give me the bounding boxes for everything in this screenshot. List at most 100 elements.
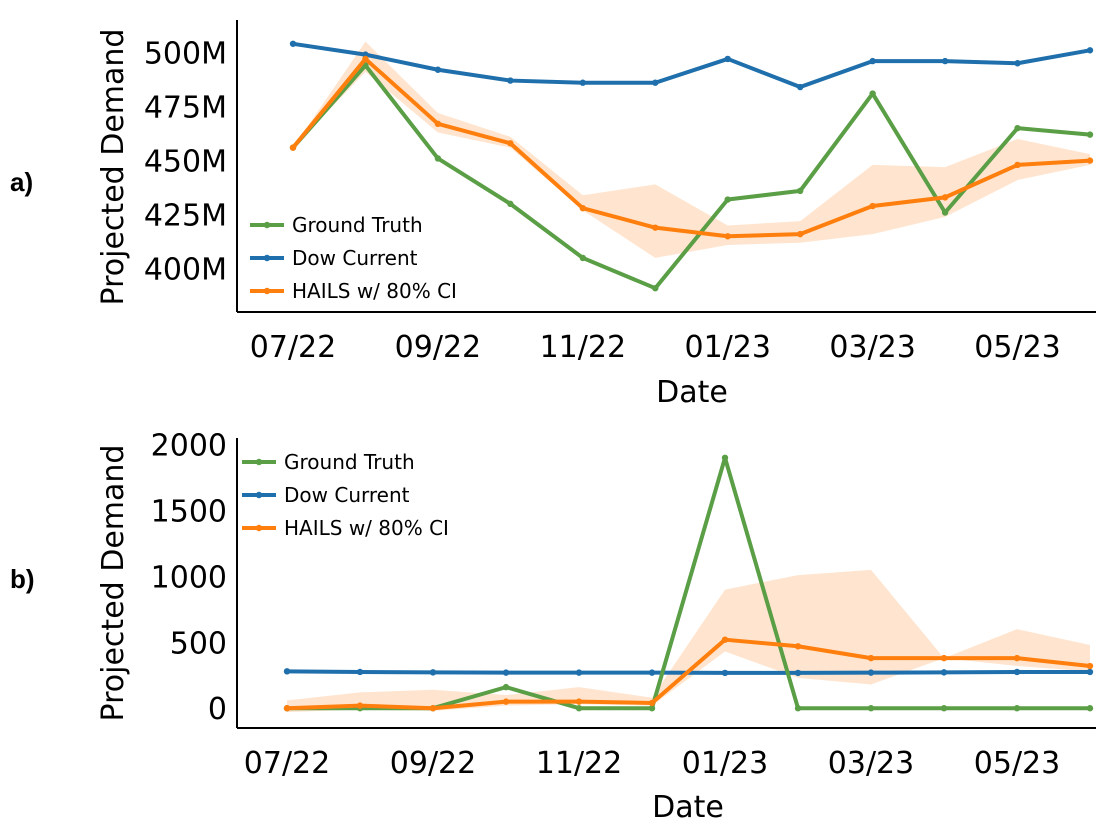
x-tick-label: 07/22 xyxy=(244,746,330,781)
data-point xyxy=(1013,705,1021,712)
data-point xyxy=(941,57,949,65)
y-tick-label: 0 xyxy=(208,692,227,727)
data-point xyxy=(940,669,948,676)
x-tick-label: 03/23 xyxy=(829,330,915,365)
x-axis-title: Date xyxy=(652,790,724,825)
data-point xyxy=(1086,47,1094,54)
y-tick-label: 500 xyxy=(170,626,227,661)
legend-label: Dow Current xyxy=(284,483,410,507)
legend-marker xyxy=(255,458,263,466)
data-point xyxy=(289,144,297,151)
data-point xyxy=(575,705,583,712)
x-tick-label: 09/22 xyxy=(395,330,481,365)
legend-label: HAILS w/ 80% CI xyxy=(292,279,457,303)
x-tick-label: 05/23 xyxy=(974,746,1060,781)
series-hails-w-80-ci xyxy=(289,55,1094,240)
x-axis-title: Date xyxy=(656,375,728,410)
x-tick-label: 01/23 xyxy=(684,330,770,365)
series-line-hails-w-80-ci xyxy=(285,637,1092,711)
data-point xyxy=(579,79,587,86)
data-point xyxy=(869,57,876,65)
data-point xyxy=(796,83,804,91)
legend-label: HAILS w/ 80% CI xyxy=(284,516,449,540)
y-tick-label: 1000 xyxy=(151,560,227,595)
data-point xyxy=(794,705,802,712)
data-point xyxy=(1014,124,1021,132)
x-tick-label: 01/23 xyxy=(682,746,768,781)
panel-label: a) xyxy=(10,167,33,197)
chart-panel-a: a) 400M 425M 450M 475M 500M 07/22 09/22 11/22 01/… xyxy=(10,20,1096,410)
series-line-ground-truth xyxy=(291,63,1092,291)
legend-item: HAILS w/ 80% CI xyxy=(242,516,449,540)
data-point xyxy=(796,230,804,238)
panel-label: b) xyxy=(10,564,35,594)
data-point xyxy=(429,669,437,676)
legend-marker xyxy=(263,254,271,262)
data-point xyxy=(1014,60,1021,67)
data-point xyxy=(507,200,514,208)
data-point xyxy=(434,155,442,162)
data-point xyxy=(434,120,442,128)
data-point xyxy=(724,196,731,203)
data-point xyxy=(356,668,364,676)
data-point xyxy=(652,224,659,231)
legend-item: HAILS w/ 80% CI xyxy=(250,279,457,303)
plot-area xyxy=(289,40,1094,292)
x-tick-label: 07/22 xyxy=(250,330,336,365)
data-point xyxy=(356,702,364,709)
x-tick-label: 11/22 xyxy=(536,746,622,781)
y-tick-label: 400M xyxy=(144,253,227,288)
legend-marker xyxy=(255,491,263,499)
y-tick-label: 450M xyxy=(144,145,227,180)
legend: Ground Truth Dow Current HAILS w/ 80% CI xyxy=(242,450,449,540)
data-point xyxy=(575,698,583,705)
data-point xyxy=(724,233,731,240)
data-point xyxy=(1086,662,1094,670)
x-tick-label: 11/22 xyxy=(540,330,626,365)
data-point xyxy=(869,202,876,210)
data-point xyxy=(648,705,656,712)
legend-item: Dow Current xyxy=(242,483,410,507)
data-point xyxy=(289,40,297,47)
data-point xyxy=(502,669,510,676)
data-point xyxy=(579,254,587,262)
data-point xyxy=(648,699,656,707)
data-point xyxy=(794,669,802,677)
x-tick-label: 03/23 xyxy=(828,746,914,781)
data-point xyxy=(1086,157,1094,164)
series-line-hails-w-80-ci xyxy=(291,56,1092,239)
y-tick-label: 1500 xyxy=(151,495,227,530)
data-point xyxy=(867,669,875,676)
y-axis-title: Projected Demand xyxy=(96,29,131,306)
data-point xyxy=(940,654,948,662)
legend-label: Ground Truth xyxy=(292,213,423,237)
legend-marker xyxy=(263,221,271,229)
x-tick-label: 09/22 xyxy=(390,746,476,781)
data-point xyxy=(940,705,948,712)
data-point xyxy=(794,643,802,650)
data-point xyxy=(796,187,804,195)
legend-item: Ground Truth xyxy=(250,213,423,237)
data-point xyxy=(724,55,731,63)
x-tick-label: 05/23 xyxy=(974,330,1060,365)
series-hails-w-80-ci xyxy=(283,636,1094,712)
data-point xyxy=(1014,161,1021,169)
legend-label: Dow Current xyxy=(292,246,418,270)
legend-marker xyxy=(263,287,271,295)
data-point xyxy=(941,209,949,216)
y-tick-label: 475M xyxy=(144,91,227,126)
data-point xyxy=(721,669,729,677)
data-point xyxy=(1086,131,1094,138)
data-point xyxy=(652,79,659,86)
legend-item: Ground Truth xyxy=(242,450,415,474)
data-point xyxy=(652,285,659,292)
chart-panel-b: b) 0 500 1000 1500 2000 07/22 09/22 11/22 01/23 03… xyxy=(10,429,1096,825)
data-point xyxy=(434,66,442,73)
y-tick-label: 500M xyxy=(144,36,227,71)
data-point xyxy=(1013,654,1021,662)
data-point xyxy=(869,90,876,97)
legend-marker xyxy=(255,524,263,532)
data-point xyxy=(507,140,514,147)
data-point xyxy=(283,668,291,675)
